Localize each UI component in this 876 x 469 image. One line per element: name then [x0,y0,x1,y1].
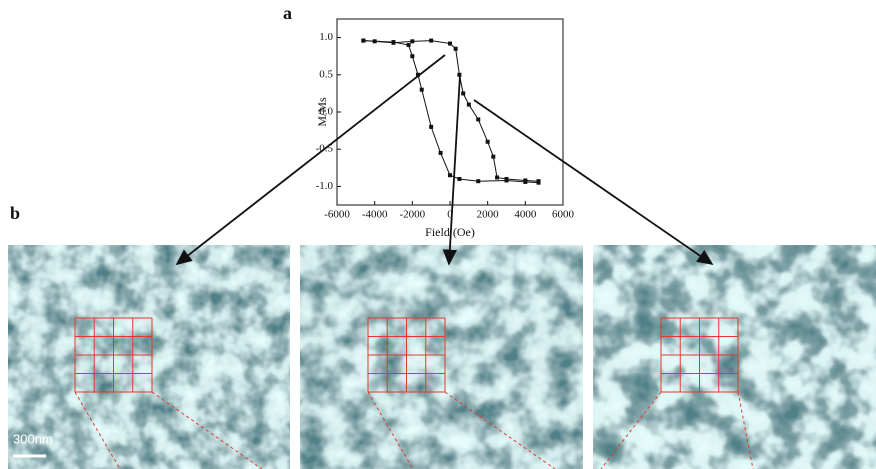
micrograph [300,245,583,469]
data-point [429,124,434,129]
plot: 1.00.50.0-0.5-1.0-6000-4000-200002000400… [316,31,575,220]
zoom-line [74,391,121,469]
data-point [495,175,500,180]
data-point [523,179,528,184]
zoom-line [367,391,414,469]
zoom-line [444,391,556,469]
data-point [361,38,366,43]
data-point [438,150,443,155]
x-tick-label: -4000 [362,209,388,221]
data-point [536,180,541,185]
zoom-line [600,391,662,469]
micrograph [8,245,290,469]
data-point [485,139,490,144]
data-point [410,39,415,44]
data-point [448,41,452,46]
data-point [391,40,396,45]
x-tick-label: 0 [447,209,453,221]
data-point [461,91,466,96]
data-point [476,179,481,184]
data-point [453,46,458,51]
scale-bar-label: 300nm [13,431,53,446]
arrows [175,54,714,266]
data-point [457,176,462,181]
x-tick-label: -6000 [324,209,350,221]
data-point [448,173,452,178]
data-point [406,43,411,48]
x-tick-label: 4000 [514,209,537,221]
x-tick-label: 2000 [477,209,500,221]
grid-overlays [74,317,754,469]
y-tick-label: -1.0 [316,180,334,192]
data-point [429,38,434,43]
data-point [491,154,496,159]
y-tick-label: 0.5 [319,68,333,80]
y-tick-label: 0.0 [319,106,333,118]
micrographs [8,245,876,469]
data-point [457,72,462,77]
data-point [410,54,415,59]
data-point [419,87,424,92]
y-axis-label: M/Ms [315,97,329,127]
data-point [504,178,509,183]
data-point [466,102,471,107]
y-tick-label: 1.0 [319,31,333,43]
x-tick-label: 6000 [552,209,575,221]
x-tick-label: -2000 [399,209,425,221]
zoom-line [737,391,754,469]
micrograph [593,245,876,469]
zoom-line [151,391,263,469]
panel-label: a [283,3,292,23]
data-point [415,72,420,77]
panel-label: b [10,203,20,223]
data-point [476,117,481,122]
